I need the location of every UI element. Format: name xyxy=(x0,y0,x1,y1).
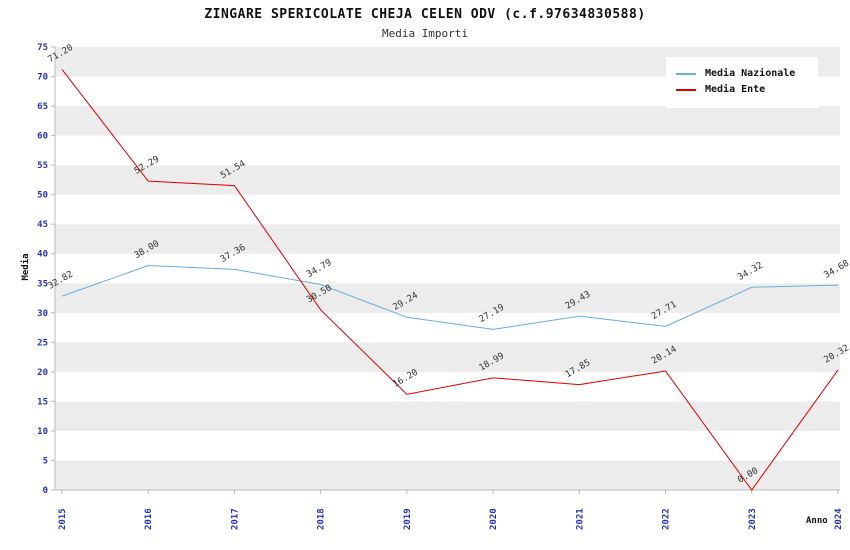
x-tick-label: 2022 xyxy=(662,508,672,530)
grid-band xyxy=(55,342,840,372)
grid-band xyxy=(55,224,840,254)
grid-band xyxy=(55,194,840,225)
y-tick-label: 75 xyxy=(37,43,48,53)
x-tick-label: 2020 xyxy=(489,508,499,530)
y-tick-label: 20 xyxy=(37,368,48,378)
grid-band xyxy=(55,401,840,431)
x-tick-label: 2017 xyxy=(230,508,240,530)
x-tick-label: 2024 xyxy=(834,508,844,530)
x-tick-label: 2019 xyxy=(403,508,413,530)
grid-band xyxy=(55,460,840,490)
x-tick-label: 2021 xyxy=(575,508,585,530)
y-tick-label: 65 xyxy=(37,102,48,112)
legend-label: Media Nazionale xyxy=(705,68,796,79)
grid-band xyxy=(55,135,840,166)
y-tick-label: 35 xyxy=(37,279,48,289)
y-tick-label: 25 xyxy=(37,338,48,348)
y-tick-label: 30 xyxy=(37,309,48,319)
y-tick-label: 55 xyxy=(37,161,48,171)
grid-band xyxy=(55,430,840,461)
grid-band xyxy=(55,312,840,343)
grid-band xyxy=(55,165,840,195)
grid-band xyxy=(55,253,840,284)
legend-item-media-nazionale: Media Nazionale xyxy=(676,68,806,79)
series-line-media-nazionale xyxy=(61,265,839,330)
y-tick-label: 10 xyxy=(37,427,48,437)
legend-item-media-ente: Media Ente xyxy=(676,84,806,95)
y-axis-label: Media xyxy=(21,253,31,281)
grid-band xyxy=(55,283,840,313)
grid-band xyxy=(55,106,840,136)
x-axis-label: Anno xyxy=(806,516,828,526)
y-tick-label: 45 xyxy=(37,220,48,230)
x-tick-label: 2015 xyxy=(58,508,68,530)
chart-subtitle: Media Importi xyxy=(381,27,469,40)
series-line-media-ente xyxy=(61,69,839,491)
legend-line-icon xyxy=(676,72,696,75)
y-tick-label: 0 xyxy=(43,486,48,496)
y-tick-label: 50 xyxy=(37,191,48,201)
legend-label: Media Ente xyxy=(705,84,766,95)
chart-title: ZINGARE SPERICOLATE CHEJA CELEN ODV (c.f… xyxy=(204,7,646,22)
legend-line-icon xyxy=(676,88,696,91)
y-tick-label: 70 xyxy=(37,73,48,83)
x-tick-label: 2023 xyxy=(748,508,758,530)
y-tick-label: 15 xyxy=(37,397,48,407)
y-tick-label: 40 xyxy=(37,250,48,260)
y-tick-label: 5 xyxy=(43,456,48,466)
y-tick-label: 60 xyxy=(37,132,48,142)
legend: Media Nazionale Media Ente xyxy=(666,57,818,108)
x-tick-label: 2016 xyxy=(144,508,154,530)
x-tick-label: 2018 xyxy=(317,508,327,530)
